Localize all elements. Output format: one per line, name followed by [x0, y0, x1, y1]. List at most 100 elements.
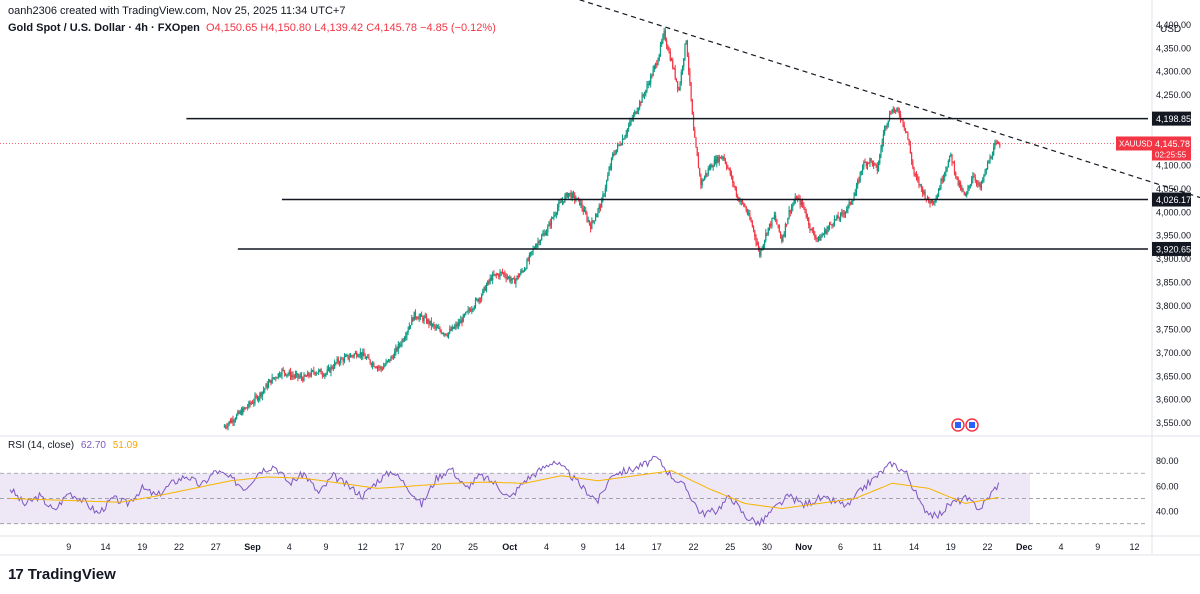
tradingview-logo-text: TradingView	[27, 566, 116, 583]
candle-body	[890, 113, 892, 115]
candle-body	[447, 332, 450, 337]
candle-body	[515, 279, 517, 284]
candle-body	[320, 369, 322, 375]
candle-body	[405, 336, 407, 339]
candle-body	[822, 233, 824, 236]
candle-body	[276, 377, 278, 379]
candle-body	[517, 275, 519, 278]
candle-body	[559, 201, 561, 203]
tradingview-logo[interactable]: 17 TradingView	[8, 566, 116, 583]
candle-body	[445, 333, 447, 336]
candle-body	[667, 45, 669, 51]
candle-body	[253, 401, 255, 404]
candle-body	[236, 414, 238, 419]
candle-body	[403, 338, 406, 341]
candle-body	[830, 223, 832, 225]
candle-body	[619, 144, 621, 146]
candle-body	[839, 213, 842, 219]
candle-body	[511, 278, 513, 281]
candle-body	[865, 162, 867, 166]
price-tick-label: 4,000.00	[1156, 207, 1191, 217]
candle-body	[975, 180, 978, 184]
candle-body	[739, 201, 741, 203]
candle-body	[669, 51, 671, 61]
candle-body	[604, 188, 606, 195]
candle-body	[792, 204, 794, 208]
time-tick-label: 9	[1095, 542, 1100, 552]
candle-body	[479, 298, 481, 300]
candle-body	[269, 379, 271, 383]
candle-body	[248, 402, 250, 407]
candle-body	[936, 195, 938, 200]
candle-body	[360, 352, 363, 357]
candle-body	[836, 215, 838, 220]
candle-body	[805, 212, 807, 218]
candle-body	[735, 189, 738, 197]
candle-body	[994, 143, 996, 148]
currency-label[interactable]: USD	[1160, 24, 1182, 35]
candle-body	[591, 220, 593, 230]
candle-body	[554, 214, 556, 216]
candle-body	[628, 125, 630, 129]
candle-body	[653, 66, 655, 70]
candle-body	[724, 159, 726, 164]
candle-body	[673, 68, 675, 70]
candle-body	[409, 325, 412, 327]
candle-body	[293, 376, 295, 378]
candle-body	[953, 162, 956, 173]
candle-body	[315, 372, 317, 374]
time-tick-label: 27	[211, 542, 221, 552]
candle-body	[895, 109, 897, 112]
candle-body	[565, 193, 567, 196]
candle-body	[477, 299, 479, 302]
candle-body	[282, 369, 284, 371]
candle-body	[828, 223, 831, 227]
candle-body	[999, 144, 1001, 146]
candle-body	[728, 168, 730, 170]
candle-body	[891, 111, 893, 114]
candle-body	[859, 172, 861, 182]
candle-body	[563, 201, 565, 203]
price-tick-label: 3,550.00	[1156, 418, 1191, 428]
candle-body	[745, 206, 747, 212]
candle-body	[249, 402, 251, 404]
candle-body	[790, 207, 793, 213]
candle-body	[300, 375, 303, 378]
candle-body	[311, 370, 314, 372]
candle-body	[599, 205, 602, 208]
candle-body	[922, 188, 924, 194]
time-tick-label: 25	[468, 542, 478, 552]
candle-body	[387, 359, 390, 361]
symbol-tag-label: XAUUSD	[1119, 139, 1153, 148]
candle-body	[367, 356, 369, 358]
candle-body	[516, 275, 518, 280]
candle-body	[798, 197, 800, 199]
candle-body	[654, 63, 657, 67]
candle-body	[305, 376, 308, 378]
candle-body	[289, 371, 292, 378]
price-tick-label: 4,300.00	[1156, 67, 1191, 77]
candle-body	[345, 355, 347, 357]
rsi-tick-label: 60.00	[1156, 481, 1179, 491]
candle-body	[577, 198, 579, 200]
candle-body	[658, 54, 660, 61]
candle-body	[873, 163, 875, 166]
candle-body	[689, 71, 691, 83]
candle-body	[915, 174, 918, 178]
candle-body	[247, 406, 249, 408]
candle-body	[574, 194, 576, 200]
candle-body	[292, 375, 294, 377]
candle-body	[821, 235, 823, 237]
candle-body	[659, 44, 662, 55]
candle-body	[471, 309, 473, 312]
candle-body	[352, 355, 354, 357]
candle-body	[239, 410, 241, 414]
candle-body	[561, 201, 564, 203]
candle-body	[521, 270, 523, 272]
price-tick-label: 3,900.00	[1156, 254, 1191, 264]
candle-body	[418, 316, 420, 320]
candle-body	[750, 219, 752, 223]
candle-body	[608, 169, 610, 176]
candle-body	[341, 358, 343, 360]
